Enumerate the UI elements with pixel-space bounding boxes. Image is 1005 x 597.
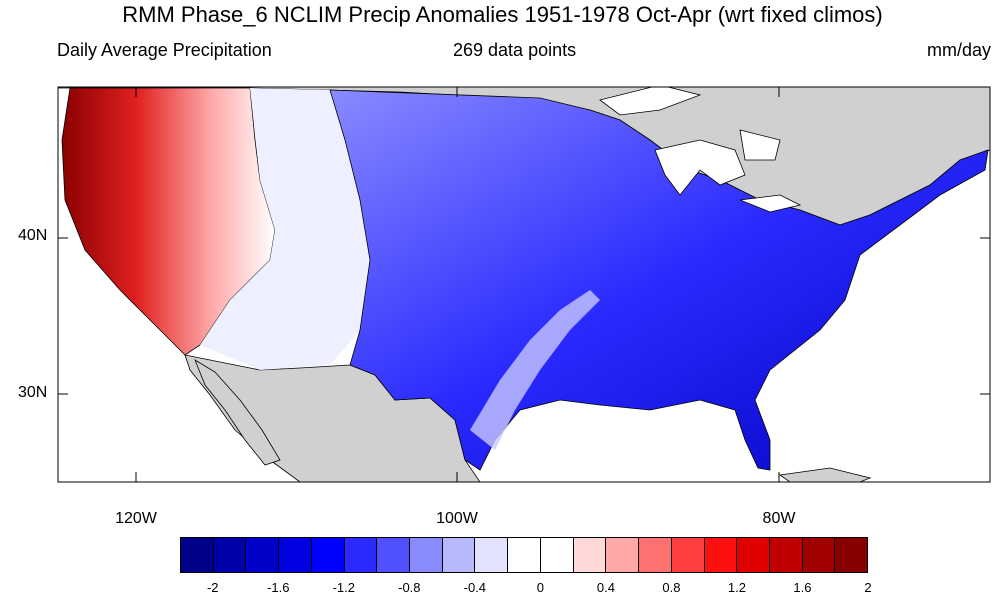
colorbar-swatch [213,538,247,572]
colorbar-swatch [442,538,476,572]
colorbar-swatch [835,538,868,572]
colorbar-swatch [540,538,574,572]
anomaly-gulf-corridor [470,290,600,450]
anomaly-neutral [200,88,370,370]
colorbar-swatch [671,538,705,572]
colorbar-swatch [769,538,803,572]
center-subtitle: 269 data points [453,40,577,60]
colorbar-label: -0.8 [398,580,421,595]
colorbar-label: 0 [536,580,544,595]
colorbar-swatch [573,538,607,572]
colorbar-swatch [344,538,378,572]
colorbar-label: -0.4 [463,580,487,595]
colorbar-label: 0.8 [662,580,681,595]
cuba-land [778,467,872,482]
baja-land [194,359,281,466]
colorbar-swatch [377,538,411,572]
colorbar [180,537,868,573]
y-tick-30n: 30N [18,384,48,401]
colorbar-swatch [410,538,443,572]
colorbar-swatch [639,538,672,572]
axis-ticks [58,87,990,482]
colorbar-swatch [704,538,738,572]
left-subtitle: Daily Average Precipitation [57,40,272,60]
colorbar-label: 1.2 [727,580,746,595]
colorbar-label: 0.4 [596,580,615,595]
colorbar-swatch [802,538,836,572]
x-tick-100w: 100W [436,510,478,527]
x-tick-80w: 80W [762,510,796,527]
colorbar-swatch [246,538,280,572]
colorbar-swatch [606,538,640,572]
units-label: mm/day [926,40,991,60]
colorbar-label: -1.2 [332,580,355,595]
y-tick-40n: 40N [18,227,48,244]
colorbar-swatch [181,538,214,572]
colorbar-label: 1.6 [793,580,812,595]
x-tick-120w: 120W [115,510,157,527]
colorbar-swatch [279,538,312,572]
plot-title: RMM Phase_6 NCLIM Precip Anomalies 1951-… [122,2,883,27]
colorbar-label: -2 [206,580,219,595]
colorbar-label: 2 [864,580,872,595]
colorbar-label: -1.6 [267,580,290,595]
colorbar-swatch [475,538,509,572]
plot-frame [57,86,991,483]
great-lakes [599,87,802,213]
colorbar-swatch [311,538,345,572]
colorbar-swatch [737,538,770,572]
colorbar-swatch [508,538,541,572]
